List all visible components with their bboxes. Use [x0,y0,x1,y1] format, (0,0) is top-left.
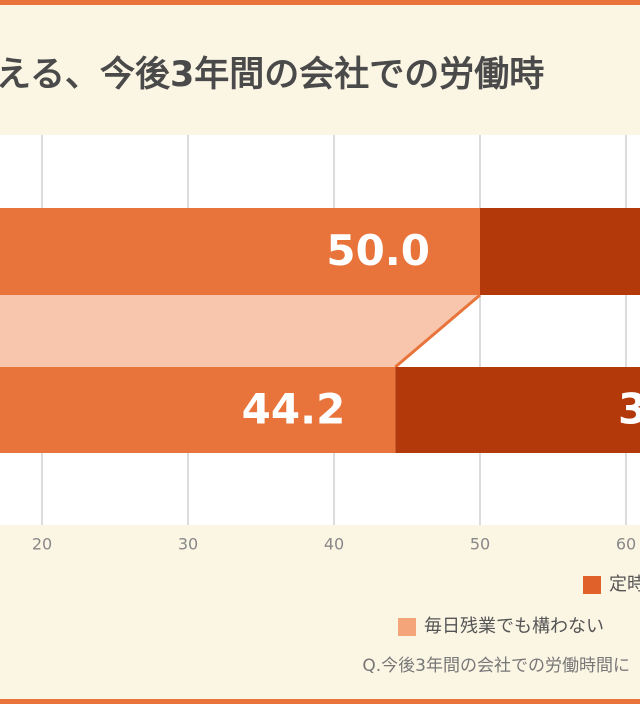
legend-swatch [398,618,416,636]
legend-swatch [583,576,601,594]
top-border [0,0,640,5]
x-tick-label: 20 [32,535,52,554]
value-label: 50.0 [326,226,430,275]
legend-label: 定時 [609,574,640,595]
x-tick-label: 40 [324,535,344,554]
bars: 50.030.044.237.6 [0,208,640,453]
bar-segment [0,208,480,295]
connector [0,295,480,367]
x-tick-label: 60 [616,535,636,554]
legend-label: 毎日残業でも構わない [424,616,604,637]
x-tick-label: 50 [470,535,490,554]
x-tick-label: 30 [178,535,198,554]
note: Q.今後3年間の会社での労働時間に [362,656,630,676]
value-label: 37.6 [618,385,640,434]
bottom-border [0,699,640,704]
grid: 20 30 40 50 60 [32,135,636,554]
chart-title: える、今後3年間の会社での労働時 [0,55,544,95]
connector-edge [394,293,481,369]
bar-segment [395,367,640,453]
bar-segment [480,208,640,295]
bar-segment [0,367,396,453]
value-label: 44.2 [242,385,346,434]
